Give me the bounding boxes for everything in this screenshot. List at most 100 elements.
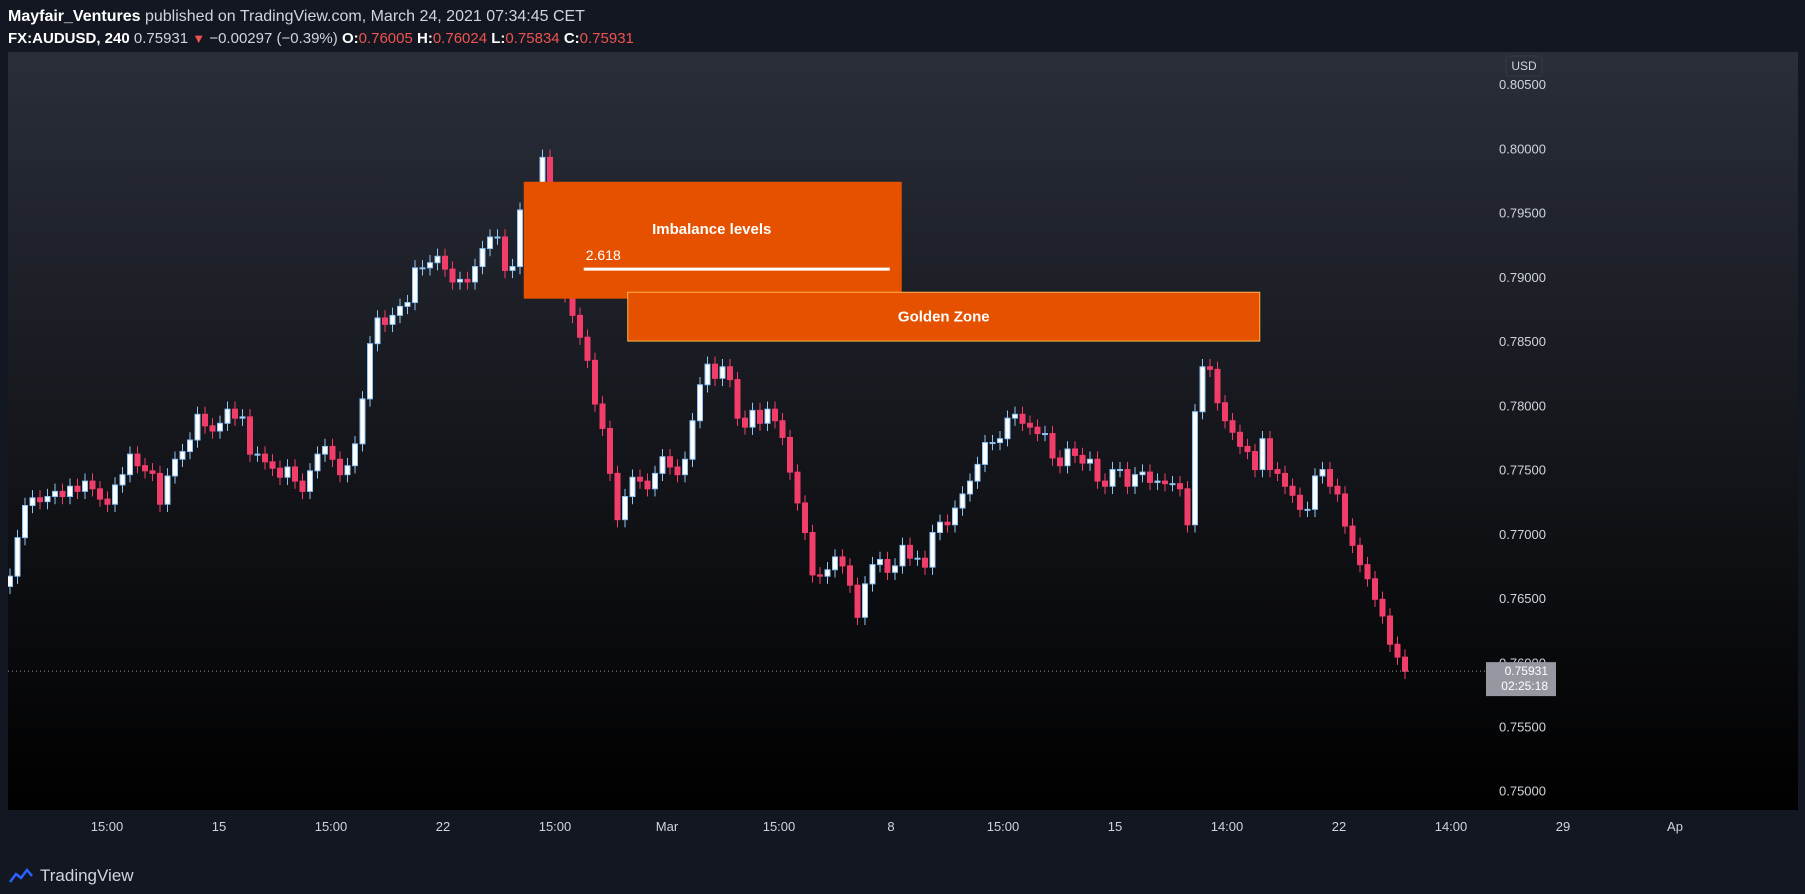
candle-down xyxy=(1267,438,1273,471)
symbol-label[interactable]: FX:AUDUSD, 240 xyxy=(8,30,130,47)
candle-up xyxy=(989,442,996,445)
candle-down xyxy=(104,498,111,505)
currency-badge[interactable] xyxy=(1505,55,1543,77)
candle-down xyxy=(1379,598,1386,617)
candle-down xyxy=(209,425,216,432)
candle-down xyxy=(1207,366,1213,370)
price-tick-label: 0.79500 xyxy=(1499,206,1546,221)
golden-zone-label: Golden Zone xyxy=(898,309,990,326)
candle-down xyxy=(712,363,718,379)
candle-down xyxy=(1387,615,1393,645)
candle-down xyxy=(149,470,156,474)
author-name[interactable]: Mayfair_Ventures xyxy=(8,8,141,25)
candle-up xyxy=(419,267,426,270)
time-tick-label: 8 xyxy=(887,819,894,834)
candle-up xyxy=(899,544,906,567)
golden-zone[interactable] xyxy=(627,291,1261,342)
high-value: 0.76024 xyxy=(432,30,488,47)
candle-up xyxy=(914,557,921,560)
candle-up xyxy=(359,398,366,445)
candle-down xyxy=(1222,402,1228,422)
candle-down xyxy=(1229,420,1236,433)
candle-down xyxy=(202,413,208,427)
time-axis[interactable]: 15:00 15 15:00 22 15:00 Mar 15:00 8 15:00 15 14:00… xyxy=(91,819,1683,834)
candle-up xyxy=(1012,413,1018,419)
candle-up xyxy=(352,443,358,467)
candle-down xyxy=(1079,454,1086,464)
candle-up xyxy=(719,366,726,379)
publish-text: published on TradingView.com, March 24, … xyxy=(140,8,585,25)
candle-up xyxy=(1319,469,1326,477)
candle-up xyxy=(112,484,118,505)
price-tick-label: 0.75000 xyxy=(1499,784,1546,799)
price-tick-label: 0.77000 xyxy=(1499,527,1546,542)
candle-down xyxy=(592,359,598,405)
candle-up xyxy=(457,278,463,283)
low-label: L: xyxy=(491,30,506,47)
bar-countdown: 02:25:18 xyxy=(1501,679,1548,693)
price-tick-label: 0.80000 xyxy=(1499,141,1546,156)
footer: TradingView xyxy=(0,858,1805,894)
open-label: O: xyxy=(341,30,359,47)
chart-area[interactable]: Imbalance levels 2.618 Golden Zone USD 0.80… xyxy=(7,52,1798,862)
time-tick-label: 15 xyxy=(1108,819,1122,834)
fib-2618-label: 2.618 xyxy=(586,247,621,263)
imbalance-zone[interactable] xyxy=(523,181,902,299)
candle-up xyxy=(832,556,838,571)
candle-down xyxy=(787,436,793,473)
candle-down xyxy=(599,403,606,429)
candle-up xyxy=(487,236,493,250)
candle-down xyxy=(584,336,591,361)
candle-down xyxy=(1049,433,1056,459)
candle-up xyxy=(1139,471,1146,476)
candle-down xyxy=(1184,488,1191,526)
candle-up xyxy=(1192,411,1198,526)
candle-up xyxy=(389,314,396,325)
plot-background xyxy=(8,52,1798,810)
price-change: −0.00297 (−0.39%) xyxy=(209,30,338,47)
candle-up xyxy=(224,408,231,424)
candle-up xyxy=(397,305,403,316)
candle-up xyxy=(877,558,883,566)
candle-up xyxy=(629,476,636,498)
candle-down xyxy=(1364,564,1371,580)
last-price: 0.75931 xyxy=(133,30,189,47)
candle-up xyxy=(1087,458,1093,464)
candle-down xyxy=(1372,578,1378,600)
candlestick-chart[interactable]: Imbalance levels 2.618 Golden Zone USD 0.80… xyxy=(7,52,1798,862)
candle-down xyxy=(884,558,891,573)
candle-up xyxy=(1169,483,1176,486)
time-tick-label: 22 xyxy=(1332,819,1346,834)
candle-up xyxy=(479,248,486,268)
candle-up xyxy=(314,453,321,472)
candle-down xyxy=(442,255,448,270)
tradingview-cloud-icon xyxy=(9,868,33,883)
candle-down xyxy=(1282,472,1288,487)
publish-info: Mayfair_Ventures published on TradingVie… xyxy=(8,8,585,26)
candle-down xyxy=(59,490,66,498)
candle-down xyxy=(269,461,276,469)
candle-down xyxy=(37,497,43,503)
price-axis[interactable]: USD 0.80500 0.80000 0.79500 0.79000 0.78500 0.… xyxy=(1486,55,1556,799)
candle-down xyxy=(277,467,283,478)
candle-down xyxy=(134,453,141,467)
chart-header: Mayfair_Ventures published on TradingVie… xyxy=(0,0,1805,52)
close-value: 0.75931 xyxy=(579,30,634,47)
candle-down xyxy=(1297,494,1303,510)
candle-up xyxy=(344,465,351,476)
candle-down xyxy=(854,584,861,618)
candle-up xyxy=(187,439,193,453)
time-tick-label: Ap xyxy=(1667,819,1683,834)
candle-down xyxy=(1057,457,1063,467)
tradingview-logo[interactable]: TradingView xyxy=(8,866,134,886)
time-tick-label: 15:00 xyxy=(315,819,348,834)
candle-down xyxy=(817,574,823,577)
candle-up xyxy=(29,497,36,507)
candle-down xyxy=(1357,544,1363,566)
candle-up xyxy=(119,474,126,486)
candle-up xyxy=(892,565,898,573)
candle-down xyxy=(262,453,268,463)
candle-down xyxy=(839,556,846,567)
time-tick-label: Mar xyxy=(656,819,679,834)
candle-up xyxy=(869,564,876,585)
